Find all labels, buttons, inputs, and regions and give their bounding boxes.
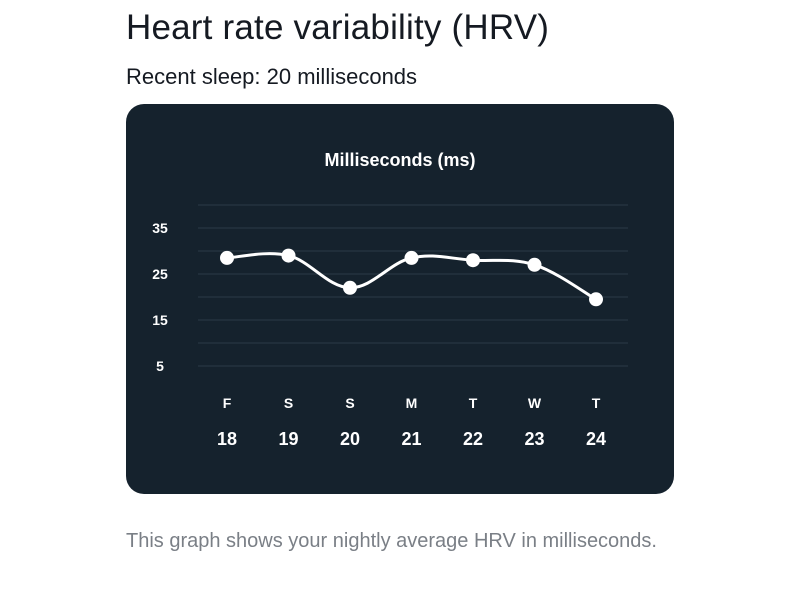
x-tick-date-label: 20 [340, 429, 360, 449]
data-point [404, 250, 419, 265]
data-point [343, 280, 357, 295]
data-point [220, 250, 234, 265]
x-tick-date-label: 24 [586, 429, 606, 449]
x-tick-date-label: 19 [278, 429, 298, 449]
x-tick-date-label: 23 [524, 429, 544, 449]
data-point [589, 292, 603, 307]
x-tick-day-label: T [469, 395, 478, 411]
hrv-chart-card: Milliseconds (ms) 5 15 25 35 F 18 S 19 S 20 M 21 T 2… [126, 104, 674, 494]
y-tick-label: 5 [156, 358, 164, 374]
y-tick-label: 35 [152, 220, 168, 236]
chart-caption: This graph shows your nightly average HR… [126, 530, 657, 552]
x-tick-day-label: S [284, 395, 293, 411]
data-point [527, 257, 542, 272]
x-tick-date-label: 21 [401, 429, 421, 449]
x-tick-day-label: M [406, 395, 418, 411]
x-tick-day-label: S [345, 395, 354, 411]
y-tick-label: 15 [152, 312, 168, 328]
x-tick-date-label: 18 [217, 429, 237, 449]
data-point [466, 253, 480, 268]
chart-title: Milliseconds (ms) [324, 150, 475, 170]
hrv-line-chart: Milliseconds (ms) 5 15 25 35 F 18 S 19 S 20 M 21 T 2… [152, 150, 628, 449]
page-title: Heart rate variability (HRV) [126, 8, 550, 47]
x-tick-day-label: W [528, 395, 542, 411]
y-tick-label: 25 [152, 266, 168, 282]
data-point [281, 248, 296, 263]
page-subtitle: Recent sleep: 20 milliseconds [126, 64, 418, 89]
x-tick-date-label: 22 [463, 429, 483, 449]
x-tick-day-label: F [223, 395, 232, 411]
x-tick-day-label: T [592, 395, 601, 411]
